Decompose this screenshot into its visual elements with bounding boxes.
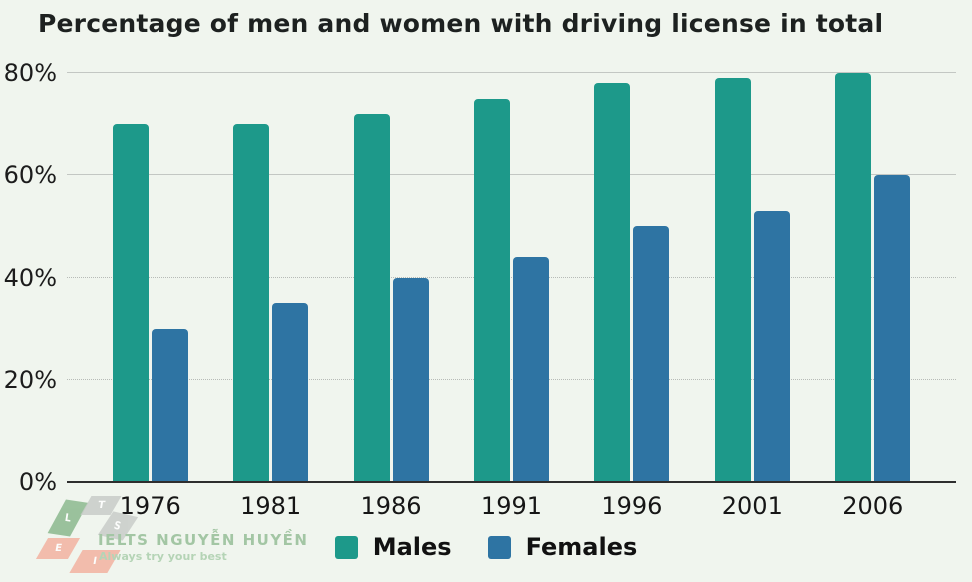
bar-females-2001 [753,211,790,482]
bars-row [67,73,956,482]
bar-males-1986 [353,113,390,482]
bar-females-1976 [151,328,188,482]
legend-label-females: Females [525,533,638,561]
y-axis-labels: 0% 20% 40% 60% 80% [0,59,57,496]
bar-females-2006 [874,175,911,482]
bar-group-2001 [714,73,790,482]
x-tick-label-1981: 1981 [240,492,302,520]
bar-group-2006 [835,73,911,482]
watermark-diamond-letter: I [92,556,98,567]
legend-item-females: Females [487,533,638,561]
watermark-diamond-letter: E [53,543,63,554]
x-axis-labels: 1976 1981 1986 1991 1996 2001 2006 [67,492,956,520]
x-tick-label-1991: 1991 [480,492,542,520]
gridline-20% [67,378,956,380]
x-tick-label-2006: 2006 [842,492,904,520]
y-tick-label-20%: 20% [3,365,57,394]
gridline-40% [67,276,956,278]
bar-males-1976 [112,124,149,482]
watermark-brand-text: IELTS NGUYỄN HUYỀN [98,531,309,549]
watermark-diamond-l-icon: L [47,499,89,537]
bar-group-1996 [594,73,670,482]
watermark-diamond-letter: L [64,511,72,525]
legend-swatch-males [334,535,358,559]
x-tick-label-1996: 1996 [601,492,663,520]
bar-females-1981 [272,303,309,482]
bar-group-1981 [233,73,309,482]
gridline-80% [67,72,956,73]
legend-swatch-females [487,535,511,559]
bar-males-1991 [473,98,510,482]
bar-males-1996 [594,83,631,482]
y-tick-label-40%: 40% [3,263,57,292]
bar-males-2001 [714,78,751,482]
y-tick-label-60%: 60% [3,161,57,190]
bar-males-2006 [835,73,872,482]
bar-females-1996 [633,226,670,482]
legend-item-males: Males [334,533,452,561]
bar-females-1991 [512,257,549,482]
bar-females-1986 [392,277,429,482]
chart-title: Percentage of men and women with driving… [38,9,884,38]
legend: Males Females [0,533,972,561]
plot-area [67,72,956,483]
watermark-diamond-letter: T [96,500,106,511]
x-tick-label-2001: 2001 [721,492,783,520]
watermark-tagline-text: Always try your best [99,550,227,563]
bar-group-1986 [353,73,429,482]
bar-group-1976 [112,73,188,482]
watermark-diamond-e-icon: E [35,538,81,559]
bar-group-1991 [473,73,549,482]
gridline-60% [67,174,956,176]
y-tick-label-80%: 80% [3,59,57,87]
x-axis-line [67,481,956,483]
y-tick-label-0%: 0% [18,468,57,496]
legend-label-males: Males [372,533,452,561]
x-tick-label-1986: 1986 [360,492,422,520]
bar-males-1981 [233,124,270,482]
